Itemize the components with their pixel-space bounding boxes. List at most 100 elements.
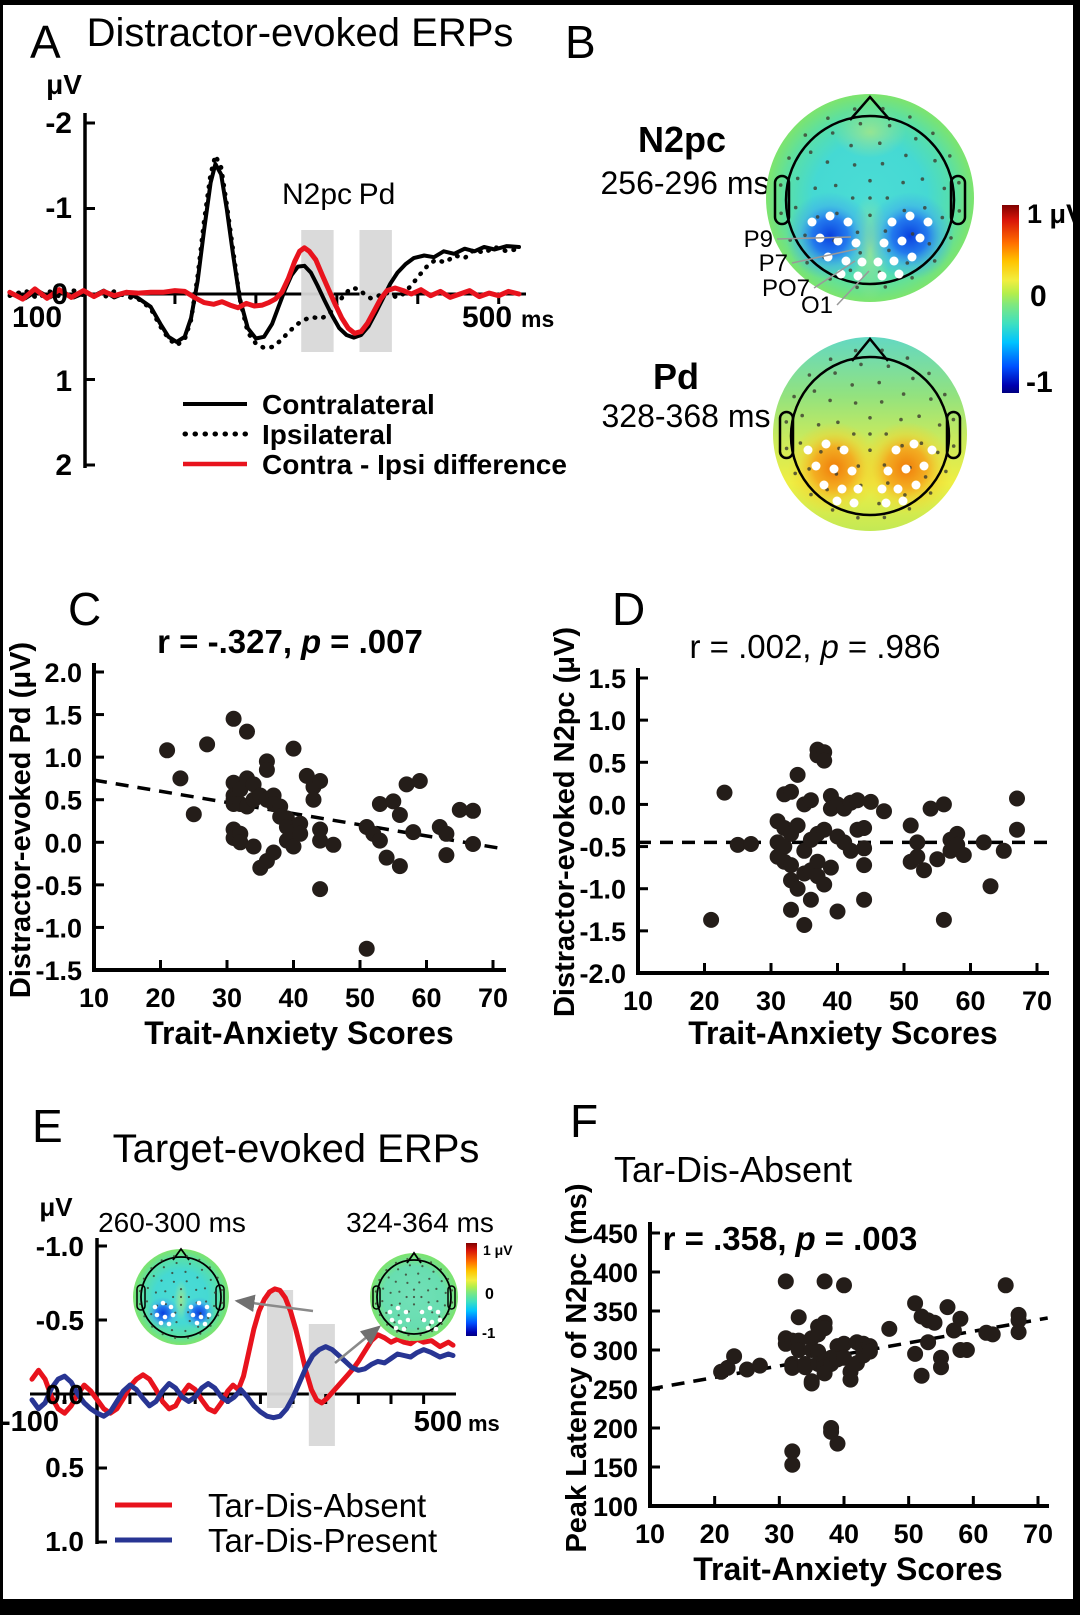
highlighted-electrode-dot bbox=[909, 439, 919, 449]
electrode-dot bbox=[179, 1288, 183, 1291]
legend-label-ipsilateral: Ipsilateral bbox=[262, 419, 393, 450]
electrode-dot bbox=[397, 1314, 400, 1317]
electrode-dot bbox=[428, 1323, 431, 1326]
x-tick-label: 10 bbox=[79, 983, 109, 1013]
scatter-point bbox=[465, 836, 481, 852]
electrode-dot bbox=[858, 251, 862, 255]
x-tick-label: 70 bbox=[478, 983, 508, 1013]
electrode-dot bbox=[883, 229, 888, 233]
highlighted-electrode-dot bbox=[825, 211, 835, 221]
inset-colorbar-mid: 0 bbox=[485, 1286, 494, 1303]
electrode-dot bbox=[905, 356, 910, 360]
scatter-point bbox=[803, 1375, 820, 1392]
panel-a-ytick-plus1: 1 bbox=[55, 365, 72, 398]
electrode-dot bbox=[220, 1288, 223, 1292]
scatter-point bbox=[822, 859, 839, 876]
electrode-dot bbox=[848, 268, 853, 273]
highlighted-electrode-dot bbox=[158, 1320, 164, 1326]
electrode-dot bbox=[435, 1287, 438, 1290]
highlighted-electrode-dot bbox=[152, 1304, 158, 1310]
electrode-dot bbox=[209, 1324, 212, 1327]
y-tick-label: 1.5 bbox=[44, 701, 82, 731]
electrode-dot bbox=[186, 1336, 190, 1339]
panel-d-stats: r = .002, p = .986 bbox=[689, 628, 940, 665]
electrode-label-po7: PO7 bbox=[762, 275, 810, 302]
electrode-dot bbox=[213, 1304, 216, 1308]
electrode-dot bbox=[418, 1281, 421, 1284]
electrode-dot bbox=[164, 1303, 167, 1306]
highlighted-electrode-dot bbox=[419, 1309, 425, 1315]
highlighted-electrode-dot bbox=[857, 257, 867, 267]
scatter-point bbox=[385, 793, 402, 810]
electrode-dot bbox=[154, 1291, 157, 1294]
electrode-dot bbox=[393, 1321, 396, 1324]
electrode-label-o1: O1 bbox=[801, 292, 833, 319]
y-tick-label: 0.0 bbox=[44, 828, 82, 858]
highlighted-electrode-dot bbox=[421, 1317, 427, 1323]
highlighted-electrode-dot bbox=[437, 1317, 443, 1323]
electrode-dot bbox=[184, 1270, 187, 1273]
ear-right bbox=[945, 410, 962, 460]
panel-e-ytick-minus05: -0.5 bbox=[36, 1305, 84, 1336]
scatter-point bbox=[862, 793, 879, 810]
highlighted-electrode-dot bbox=[832, 496, 842, 506]
inset-arrow-right bbox=[334, 1325, 381, 1364]
scatter-point bbox=[411, 773, 428, 789]
electrode-dot bbox=[440, 1322, 443, 1325]
scatter-point bbox=[789, 817, 806, 834]
scatter-point bbox=[997, 1277, 1014, 1294]
scatter-point bbox=[784, 1443, 801, 1460]
electrode-dot bbox=[406, 1281, 409, 1284]
electrode-dot bbox=[927, 371, 931, 376]
highlighted-electrode-dot bbox=[168, 1304, 174, 1310]
electrode-dot bbox=[430, 1330, 434, 1333]
highlighted-electrode-dot bbox=[435, 1309, 441, 1315]
electrode-dot bbox=[850, 196, 855, 200]
figure-border-left bbox=[0, 0, 3, 1615]
highlighted-electrode-dot bbox=[166, 1321, 172, 1327]
panel-f-scatter: F Tar-Dis-Absent r = .358, p = .003 Peak L… bbox=[561, 1095, 1053, 1587]
panel-e-ytick-plus1: 1.0 bbox=[45, 1526, 84, 1557]
y-tick-label: -1.0 bbox=[579, 875, 626, 905]
electrode-dot bbox=[397, 1268, 400, 1271]
electrode-dot bbox=[143, 1315, 146, 1318]
electrode-dot bbox=[880, 348, 884, 353]
scatter-point bbox=[312, 881, 329, 898]
highlighted-electrode-dot bbox=[154, 1312, 160, 1318]
erp-waveform bbox=[29, 1344, 456, 1421]
figure-border-right bbox=[1073, 0, 1080, 1615]
electrode-dot bbox=[427, 1289, 430, 1292]
highlighted-electrode-dot bbox=[889, 256, 899, 266]
scatter-point bbox=[312, 832, 329, 849]
electrode-dot bbox=[815, 215, 820, 219]
electrode-dot bbox=[447, 1277, 450, 1281]
scatter-point bbox=[856, 820, 873, 836]
highlighted-electrode-dot bbox=[204, 1304, 210, 1310]
erp-waveform bbox=[7, 245, 522, 336]
electrode-dot bbox=[406, 1257, 409, 1261]
highlighted-electrode-dot bbox=[901, 464, 911, 474]
highlighted-electrode-dot bbox=[819, 480, 829, 490]
electrode-dot bbox=[887, 123, 892, 128]
highlighted-electrode-dot bbox=[393, 1325, 399, 1331]
panel-e-yunit-label: μV bbox=[39, 1192, 73, 1222]
highlighted-electrode-dot bbox=[911, 480, 921, 490]
highlighted-electrode-dot bbox=[887, 217, 897, 227]
electrode-dot bbox=[899, 417, 903, 422]
ear-left bbox=[773, 174, 791, 226]
electrode-dot bbox=[943, 392, 947, 397]
inset-window-label-right: 324-364 ms bbox=[346, 1207, 494, 1238]
electrode-dot bbox=[174, 1336, 177, 1339]
panel-e-title: Target-evoked ERPs bbox=[113, 1127, 480, 1171]
electrode-dot bbox=[374, 1290, 377, 1293]
nose-outline bbox=[851, 337, 889, 362]
electrode-dot bbox=[853, 401, 858, 405]
scatter-point bbox=[856, 891, 873, 908]
panel-a-ytick-minus1: -1 bbox=[45, 192, 72, 225]
electrode-dot bbox=[179, 1303, 183, 1306]
electrode-dot bbox=[407, 1334, 410, 1337]
negative-blob-right bbox=[866, 192, 954, 280]
scatter-point bbox=[789, 880, 806, 897]
electrode-dot bbox=[220, 1301, 223, 1304]
scatter-point bbox=[784, 1359, 801, 1376]
